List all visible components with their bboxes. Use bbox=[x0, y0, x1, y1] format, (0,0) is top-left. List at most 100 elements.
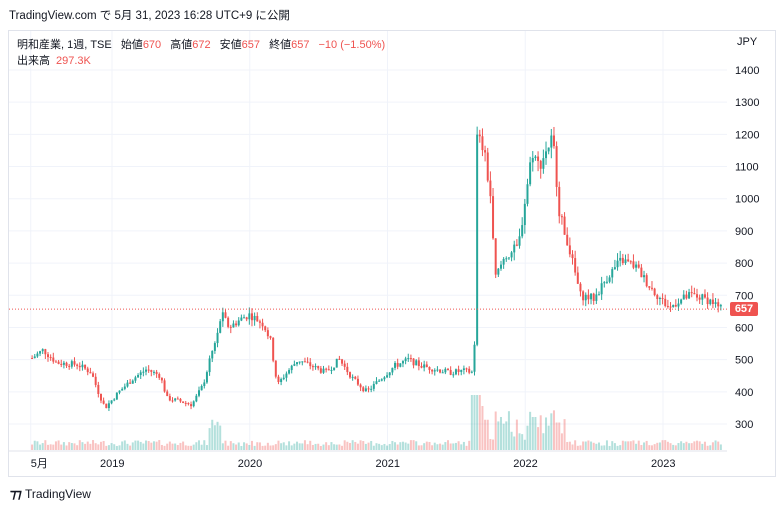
candle-body bbox=[674, 304, 677, 307]
volume-bar bbox=[160, 444, 163, 450]
volume-bar bbox=[396, 444, 399, 450]
candle-body bbox=[348, 372, 351, 378]
candle-body bbox=[648, 286, 651, 288]
volume-bar bbox=[197, 440, 200, 450]
candle-body bbox=[481, 136, 484, 151]
candle-body bbox=[208, 358, 211, 373]
candle-body bbox=[494, 238, 497, 275]
candle-body bbox=[417, 360, 420, 367]
volume-bar bbox=[49, 444, 52, 450]
candle-body bbox=[235, 323, 238, 326]
volume-bar bbox=[280, 443, 283, 450]
close-value: 657 bbox=[291, 39, 310, 51]
candle-body bbox=[650, 287, 653, 289]
candle-body bbox=[192, 401, 195, 407]
volume-bar bbox=[78, 440, 81, 450]
volume-bar bbox=[542, 433, 545, 450]
candle-body bbox=[658, 297, 661, 299]
candle-body bbox=[290, 365, 293, 371]
volume-bar bbox=[656, 442, 659, 450]
candle-body bbox=[423, 364, 426, 368]
candle-body bbox=[211, 350, 214, 359]
candle-body bbox=[92, 373, 95, 377]
candle-body bbox=[227, 317, 230, 327]
volume-bar bbox=[635, 443, 638, 450]
brand-label: TradingView bbox=[24, 487, 91, 501]
volume-bar bbox=[494, 411, 497, 450]
volume-bar bbox=[529, 411, 532, 450]
candle-body bbox=[248, 313, 251, 320]
volume-bar bbox=[311, 444, 314, 450]
candle-body bbox=[653, 288, 656, 296]
volume-bar bbox=[431, 445, 434, 450]
candle-body bbox=[107, 403, 110, 409]
candle-body bbox=[661, 297, 664, 299]
candle-body bbox=[134, 377, 137, 381]
candle-body bbox=[245, 317, 248, 320]
volume-bar bbox=[348, 442, 351, 450]
volume-bar bbox=[102, 441, 105, 450]
volume-bar bbox=[688, 443, 691, 450]
volume-bar bbox=[476, 395, 479, 450]
candle-body bbox=[492, 196, 495, 239]
volume-bar bbox=[407, 443, 410, 450]
volume-bar bbox=[582, 441, 585, 450]
volume-bar bbox=[661, 440, 664, 450]
candle-body bbox=[505, 258, 508, 260]
volume-bar bbox=[717, 441, 720, 450]
volume-bar bbox=[391, 440, 394, 450]
volume-bar bbox=[129, 445, 132, 450]
candle-body bbox=[142, 371, 145, 373]
candle-body bbox=[243, 317, 246, 319]
volume-bar bbox=[539, 415, 542, 450]
volume-bar bbox=[478, 395, 481, 450]
candle-body bbox=[698, 297, 701, 300]
candle-body bbox=[465, 368, 468, 370]
candle-body bbox=[216, 332, 219, 344]
candle-body bbox=[282, 377, 285, 380]
candle-body bbox=[184, 402, 187, 404]
candle-body bbox=[158, 374, 161, 378]
volume-bar bbox=[52, 444, 55, 450]
volume-bar bbox=[301, 443, 304, 450]
candle-body bbox=[584, 294, 587, 301]
volume-bar bbox=[123, 440, 126, 450]
candle-body bbox=[200, 386, 203, 391]
candle-body bbox=[33, 356, 36, 359]
candle-body bbox=[566, 234, 569, 246]
candle-body bbox=[428, 366, 431, 370]
candle-body bbox=[574, 258, 577, 273]
candle-body bbox=[476, 134, 479, 345]
candle-body bbox=[703, 294, 706, 298]
volume-bar bbox=[703, 441, 706, 450]
volume-bar bbox=[166, 443, 169, 450]
volume-bar bbox=[145, 440, 148, 450]
volume-bar bbox=[698, 441, 701, 450]
candle-body bbox=[507, 257, 510, 259]
volume-bar bbox=[547, 425, 550, 450]
volume-bar bbox=[399, 442, 402, 450]
candle-body bbox=[346, 366, 349, 373]
candle-body bbox=[391, 367, 394, 373]
volume-bar bbox=[518, 433, 521, 450]
volume-bar bbox=[632, 440, 635, 450]
candle-body bbox=[701, 294, 704, 300]
volume-bar bbox=[105, 445, 108, 450]
candle-body bbox=[280, 379, 283, 383]
volume-bar bbox=[330, 442, 333, 450]
candle-body bbox=[656, 295, 659, 299]
candle-body bbox=[436, 369, 439, 371]
candle-body bbox=[190, 404, 193, 407]
volume-bar bbox=[356, 443, 359, 450]
volume-bar bbox=[653, 444, 656, 450]
volume-bar bbox=[714, 440, 717, 450]
tradingview-logo[interactable]: ⁊⁊ TradingView bbox=[10, 486, 91, 502]
volume-bar bbox=[428, 441, 431, 450]
x-tick-label: 2021 bbox=[376, 458, 400, 470]
candle-body bbox=[155, 371, 158, 375]
candle-body bbox=[415, 360, 418, 366]
volume-bar bbox=[658, 442, 661, 450]
candle-body bbox=[317, 366, 320, 369]
candle-body bbox=[462, 368, 465, 370]
